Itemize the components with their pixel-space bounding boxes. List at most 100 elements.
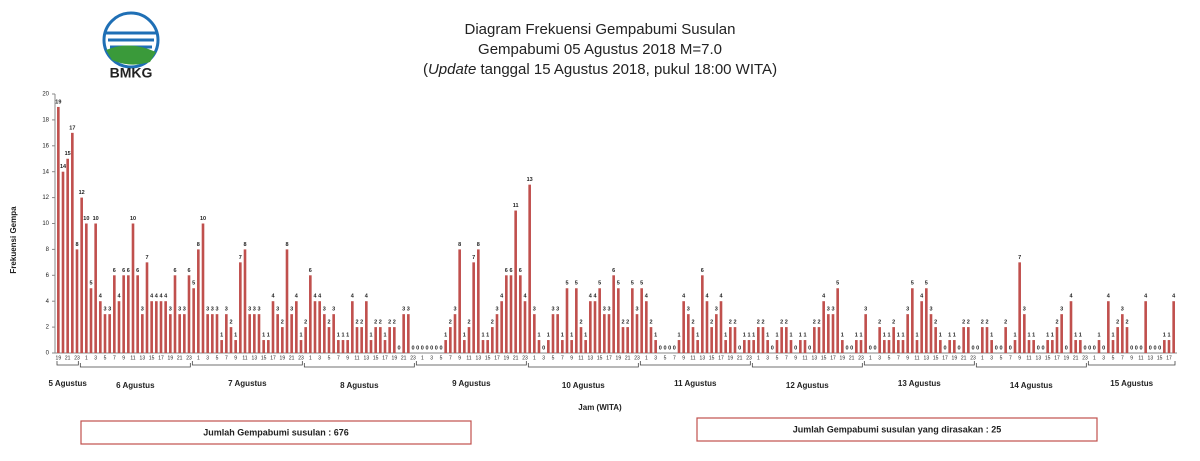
bar bbox=[985, 327, 989, 353]
value-label: 3 bbox=[607, 307, 610, 313]
value-label: 3 bbox=[603, 307, 606, 313]
x-tick-label: 23 bbox=[858, 355, 864, 361]
value-label: 2 bbox=[388, 320, 391, 326]
bar bbox=[491, 327, 494, 353]
bar bbox=[136, 275, 139, 353]
bar bbox=[1055, 327, 1059, 353]
x-tick-label: 13 bbox=[1148, 355, 1154, 361]
bar bbox=[453, 314, 457, 353]
value-label: 6 bbox=[612, 268, 615, 274]
x-tick-label: 5 bbox=[328, 355, 331, 361]
value-label: 4 bbox=[1172, 294, 1176, 300]
bar bbox=[94, 223, 97, 353]
x-tick-label: 17 bbox=[830, 355, 836, 361]
bar bbox=[463, 340, 466, 353]
summary-box bbox=[80, 420, 472, 445]
value-label: 2 bbox=[813, 320, 816, 326]
value-label: 3 bbox=[169, 307, 172, 313]
x-tick-label: 11 bbox=[242, 355, 247, 361]
value-label: 4 bbox=[523, 294, 527, 300]
summary-text: Jumlah Gempabumi susulan yang dirasakan … bbox=[793, 424, 1002, 434]
bar bbox=[906, 314, 909, 353]
x-tick-label: 3 bbox=[1102, 355, 1105, 361]
value-label: 1 bbox=[262, 333, 265, 339]
value-label: 2 bbox=[360, 320, 363, 326]
bar bbox=[89, 288, 93, 353]
bar bbox=[864, 314, 867, 353]
value-label: 1 bbox=[752, 333, 755, 339]
bar bbox=[621, 327, 625, 353]
bar bbox=[164, 301, 167, 353]
value-label: 0 bbox=[971, 345, 974, 351]
bar bbox=[201, 223, 205, 353]
value-label: 2 bbox=[729, 320, 732, 326]
value-label: 3 bbox=[929, 307, 932, 313]
group-bracket bbox=[863, 361, 975, 366]
bar bbox=[827, 314, 830, 353]
bar bbox=[682, 301, 685, 353]
y-tick-label: 6 bbox=[46, 273, 50, 279]
x-tick-label: 9 bbox=[794, 355, 797, 361]
value-label: 1 bbox=[1163, 333, 1166, 339]
bar bbox=[229, 327, 233, 353]
value-label: 0 bbox=[1153, 345, 1156, 351]
value-label: 3 bbox=[453, 307, 456, 313]
x-tick-label: 13 bbox=[588, 355, 594, 361]
value-label: 1 bbox=[1079, 333, 1082, 339]
value-label: 5 bbox=[575, 281, 578, 287]
bar bbox=[584, 340, 587, 353]
value-label: 4 bbox=[705, 294, 709, 300]
bar bbox=[206, 314, 209, 353]
x-tick-label: 7 bbox=[449, 355, 452, 361]
bar bbox=[271, 301, 275, 353]
value-label: 1 bbox=[897, 333, 900, 339]
x-tick-label: 21 bbox=[401, 355, 407, 361]
value-label: 6 bbox=[127, 268, 130, 274]
bar bbox=[813, 327, 816, 353]
bar bbox=[187, 275, 191, 353]
bar bbox=[1060, 314, 1063, 353]
summary-text: Jumlah Gempabumi susulan : 676 bbox=[203, 427, 349, 437]
value-label: 4 bbox=[822, 294, 826, 300]
value-label: 11 bbox=[513, 203, 519, 209]
value-label: 0 bbox=[1135, 345, 1138, 351]
bar bbox=[318, 301, 321, 353]
value-label: 4 bbox=[117, 294, 121, 300]
bar bbox=[309, 275, 312, 353]
bar bbox=[626, 327, 629, 353]
value-label: 1 bbox=[369, 333, 372, 339]
value-label: 3 bbox=[215, 307, 218, 313]
x-tick-label: 19 bbox=[56, 355, 62, 361]
bar bbox=[1125, 327, 1129, 353]
value-label: 3 bbox=[183, 307, 186, 313]
x-tick-label: 11 bbox=[914, 355, 919, 361]
bar bbox=[929, 314, 933, 353]
bar bbox=[169, 314, 172, 353]
value-label: 5 bbox=[640, 281, 643, 287]
value-label: 2 bbox=[491, 320, 494, 326]
bar bbox=[281, 327, 284, 353]
y-tick-label: 8 bbox=[46, 247, 50, 253]
value-label: 6 bbox=[113, 268, 116, 274]
value-label: 2 bbox=[626, 320, 629, 326]
value-label: 8 bbox=[75, 242, 78, 248]
value-label: 2 bbox=[393, 320, 396, 326]
value-label: 17 bbox=[69, 125, 75, 131]
bar bbox=[617, 288, 620, 353]
value-label: 3 bbox=[827, 307, 830, 313]
y-tick-label: 18 bbox=[42, 117, 49, 123]
value-label: 2 bbox=[1116, 320, 1119, 326]
x-tick-label: 5 bbox=[664, 355, 667, 361]
value-label: 4 bbox=[719, 294, 723, 300]
group-bracket bbox=[415, 361, 527, 366]
value-label: 10 bbox=[130, 216, 136, 222]
value-label: 2 bbox=[229, 320, 232, 326]
group-label: 10 Agustus bbox=[562, 381, 605, 390]
x-tick-label: 19 bbox=[616, 355, 622, 361]
bar bbox=[733, 327, 737, 353]
x-tick-label: 5 bbox=[888, 355, 891, 361]
bar bbox=[747, 340, 751, 353]
bar bbox=[831, 314, 835, 353]
bar bbox=[761, 327, 765, 353]
value-label: 3 bbox=[211, 307, 214, 313]
